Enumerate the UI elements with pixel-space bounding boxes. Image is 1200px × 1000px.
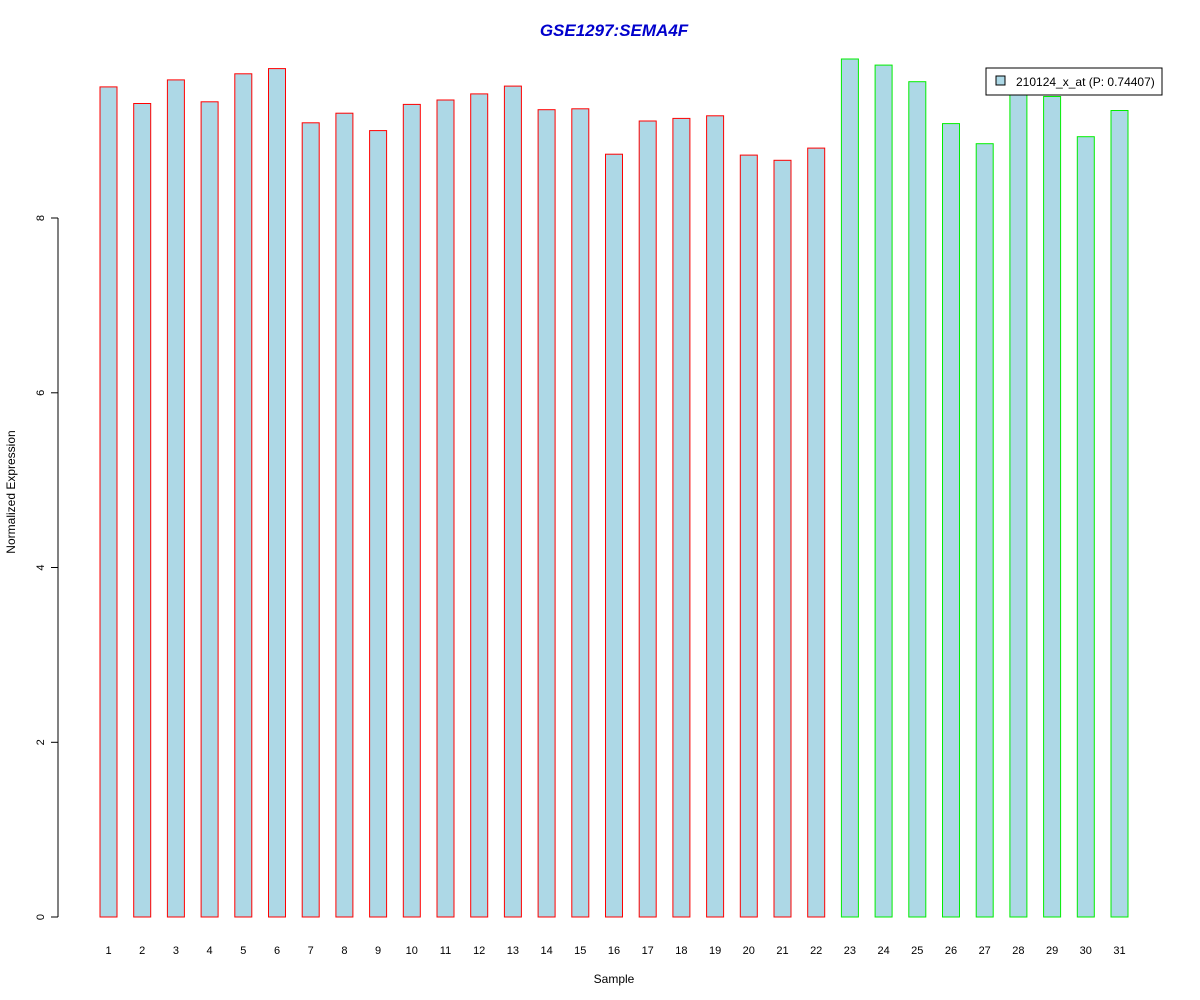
x-tick-label-2: 2 (139, 945, 145, 957)
bar-sample-3 (166, 79, 185, 918)
bar-sample-31 (1110, 110, 1129, 918)
bars-group (99, 58, 1129, 918)
bar-sample-14 (537, 109, 556, 918)
x-tick-label-24: 24 (877, 945, 889, 957)
x-tick-label-6: 6 (274, 945, 280, 957)
x-tick-label-3: 3 (173, 945, 179, 957)
x-tick-label-18: 18 (675, 945, 687, 957)
bar-sample-1 (99, 86, 118, 918)
y-axis: 0 2 4 6 8 (35, 215, 59, 920)
bar-sample-15 (571, 108, 590, 918)
bar-sample-23 (840, 58, 859, 918)
y-tick-label-4: 4 (35, 564, 47, 570)
bar-sample-16 (605, 153, 623, 918)
x-tick-label-17: 17 (642, 945, 654, 957)
bar-sample-13 (503, 85, 522, 918)
x-tick-label-7: 7 (308, 945, 314, 957)
x-tick-label-20: 20 (743, 945, 755, 957)
x-tick-label-16: 16 (608, 945, 620, 957)
bar-sample-4 (200, 101, 219, 918)
x-tick-label-26: 26 (945, 945, 957, 957)
bar-sample-8 (335, 112, 354, 918)
bar-sample-6 (268, 68, 286, 918)
x-tick-label-27: 27 (979, 945, 991, 957)
bar-sample-2 (133, 103, 152, 918)
x-tick-label-11: 11 (440, 945, 451, 957)
bar-sample-9 (369, 130, 388, 918)
x-tick-label-4: 4 (207, 945, 213, 957)
legend-box (985, 67, 1163, 96)
bar-sample-27 (975, 143, 994, 918)
x-axis-label: Sample (594, 972, 635, 986)
bar-sample-28 (1009, 89, 1028, 918)
x-tick-label-5: 5 (240, 945, 246, 957)
legend-swatch (995, 75, 1006, 86)
bar-sample-19 (706, 115, 725, 918)
bar-sample-5 (234, 73, 253, 918)
bar-sample-30 (1076, 136, 1095, 918)
x-tick-label-8: 8 (341, 945, 347, 957)
x-tick-label-14: 14 (540, 945, 552, 957)
y-tick-label-6: 6 (35, 390, 47, 396)
x-tick-label-10: 10 (406, 945, 418, 957)
bar-sample-21 (773, 159, 792, 918)
bar-sample-26 (942, 123, 960, 918)
y-tick-label-2: 2 (35, 739, 47, 745)
legend: 210124_x_at (P: 0.74407) (985, 67, 1163, 96)
bar-sample-24 (874, 64, 893, 918)
bar-sample-11 (436, 99, 455, 918)
bar-sample-7 (301, 122, 320, 918)
bar-sample-12 (470, 93, 489, 918)
y-tick-label-0: 0 (35, 914, 47, 920)
x-tick-label-1: 1 (105, 945, 111, 957)
x-tick-labels: 1 2 3 4 5 6 7 8 9 10 11 12 13 14 15 16 17 18 19 20 21 22 23 24 2… (105, 945, 1125, 957)
x-tick-label-31: 31 (1113, 945, 1125, 957)
x-tick-label-9: 9 (375, 945, 381, 957)
bar-sample-25 (908, 81, 927, 918)
x-tick-label-28: 28 (1012, 945, 1024, 957)
x-tick-label-13: 13 (507, 945, 519, 957)
x-tick-label-21: 21 (776, 945, 788, 957)
y-tick-label-8: 8 (35, 215, 47, 221)
bar-sample-29 (1043, 96, 1062, 918)
bar-sample-17 (638, 120, 657, 918)
x-tick-label-19: 19 (709, 945, 721, 957)
x-tick-label-12: 12 (473, 945, 485, 957)
x-tick-label-30: 30 (1080, 945, 1092, 957)
chart-title: GSE1297:SEMA4F (540, 21, 689, 40)
y-axis-label: Normalized Expression (4, 430, 18, 553)
x-tick-label-29: 29 (1046, 945, 1058, 957)
bar-sample-18 (672, 117, 691, 918)
x-tick-label-23: 23 (844, 945, 856, 957)
legend-label: 210124_x_at (P: 0.74407) (1016, 75, 1155, 89)
bar-sample-10 (402, 103, 421, 918)
bar-sample-22 (807, 147, 826, 918)
x-tick-label-25: 25 (911, 945, 923, 957)
x-tick-label-22: 22 (810, 945, 822, 957)
x-tick-label-15: 15 (574, 945, 586, 957)
bar-sample-20 (739, 154, 758, 918)
